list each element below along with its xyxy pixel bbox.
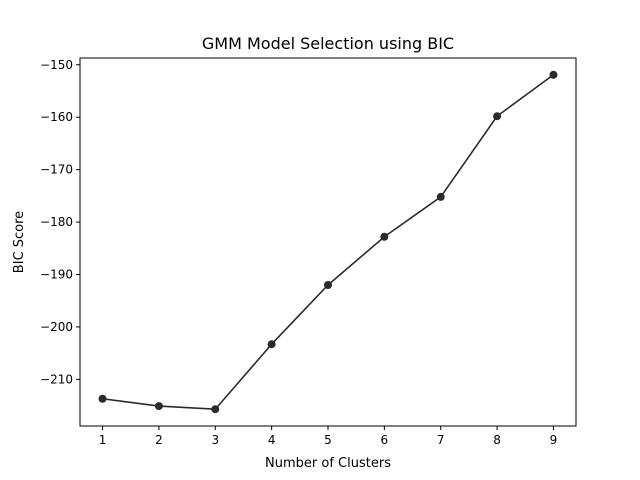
x-tick-label: 2	[155, 433, 163, 447]
data-point	[549, 70, 558, 79]
series-layer	[98, 70, 558, 414]
data-point	[98, 394, 107, 403]
ticks-layer: 1 2 3 4 5 6 7 8 9 −210 −200 −190 −180 −170 −160 −150	[40, 58, 557, 447]
x-tick-label: 7	[437, 433, 445, 447]
data-point	[380, 232, 389, 241]
data-point	[267, 340, 276, 349]
chart-title: GMM Model Selection using BIC	[202, 34, 454, 53]
series-line	[102, 74, 554, 411]
data-point	[324, 280, 332, 289]
data-point	[154, 402, 163, 411]
x-tick-label: 5	[324, 433, 332, 447]
x-tick-label: 3	[211, 433, 219, 447]
y-tick-label: −150	[40, 58, 73, 72]
x-tick-label: 6	[381, 433, 389, 447]
data-point	[493, 112, 502, 121]
y-tick-label: −210	[40, 372, 73, 386]
x-tick-label: 8	[493, 433, 501, 447]
data-point	[211, 405, 220, 414]
y-tick-label: −200	[40, 320, 73, 334]
y-tick-label: −160	[40, 110, 73, 124]
y-tick-label: −190	[40, 268, 73, 282]
y-tick-label: −180	[40, 215, 73, 229]
x-axis-label: Number of Clusters	[265, 456, 391, 471]
x-tick-label: 4	[268, 433, 276, 447]
x-tick-label: 9	[550, 433, 558, 447]
y-tick-label: −170	[40, 163, 73, 177]
plot-area-frame	[79, 57, 577, 427]
data-point	[436, 192, 445, 201]
x-tick-label: 1	[99, 433, 107, 447]
y-axis-label: BIC Score	[12, 211, 27, 273]
